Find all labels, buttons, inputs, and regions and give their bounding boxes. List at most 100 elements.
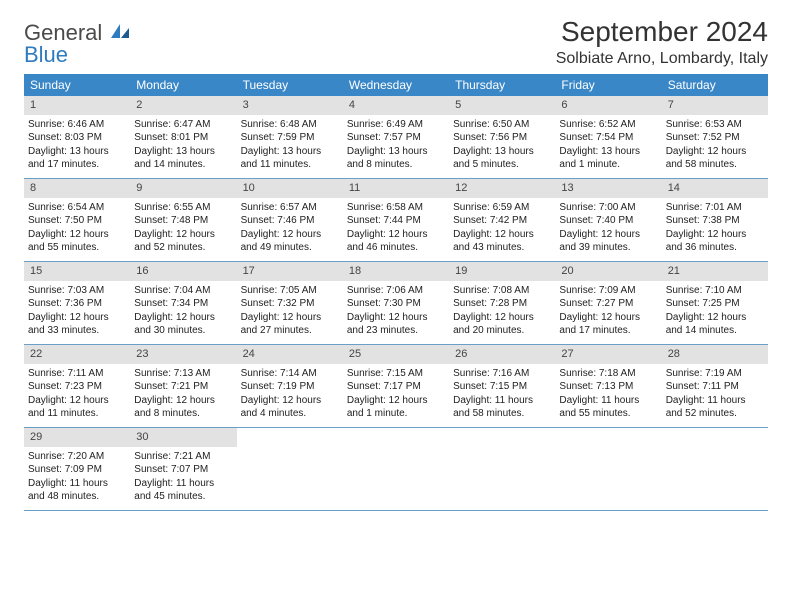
- day-cell: 30 Sunrise: 7:21 AMSunset: 7:07 PMDayligh…: [130, 428, 236, 510]
- weekday-header: Wednesday: [343, 74, 449, 96]
- day-cell: 20Sunrise: 7:09 AMSunset: 7:27 PMDayligh…: [555, 262, 661, 344]
- day-cell: 24 Sunrise: 7:14 AMSunset: 7:19 PMDayligh…: [237, 345, 343, 427]
- day-cell: 22 Sunrise: 7:11 AMSunset: 7:23 PMDayligh…: [24, 345, 130, 427]
- day-details: Sunrise: 7:00 AMSunset: 7:40 PMDaylight:…: [559, 201, 657, 255]
- day-cell: 3 Sunrise: 6:48 AMSunset: 7:59 PMDaylight…: [237, 96, 343, 178]
- day-number: 16: [130, 262, 236, 281]
- weeks-container: 1 Sunrise: 6:46 AMSunset: 8:03 PMDaylight…: [24, 96, 768, 511]
- weekday-header: Monday: [130, 74, 236, 96]
- calendar-page: General Blue September 2024 Solbiate Arn…: [0, 0, 792, 612]
- day-number: 10: [237, 179, 343, 198]
- day-details: Sunrise: 7:11 AMSunset: 7:23 PMDaylight:…: [28, 367, 126, 421]
- day-details: Sunrise: 6:55 AMSunset: 7:48 PMDaylight:…: [134, 201, 232, 255]
- day-details: Sunrise: 6:59 AMSunset: 7:42 PMDaylight:…: [453, 201, 551, 255]
- brand-logo: General Blue: [24, 22, 131, 65]
- day-cell: 26Sunrise: 7:16 AMSunset: 7:15 PMDayligh…: [449, 345, 555, 427]
- day-details: Sunrise: 7:21 AMSunset: 7:07 PMDaylight:…: [134, 450, 232, 504]
- day-cell: [237, 428, 343, 510]
- day-cell: 28 Sunrise: 7:19 AMSunset: 7:11 PMDayligh…: [662, 345, 768, 427]
- day-cell: 29Sunrise: 7:20 AMSunset: 7:09 PMDayligh…: [24, 428, 130, 510]
- weekday-header: Saturday: [662, 74, 768, 96]
- day-details: Sunrise: 7:01 AMSunset: 7:38 PMDaylight:…: [666, 201, 764, 255]
- day-cell: 17 Sunrise: 7:05 AMSunset: 7:32 PMDayligh…: [237, 262, 343, 344]
- day-details: Sunrise: 6:49 AMSunset: 7:57 PMDaylight:…: [347, 118, 445, 172]
- day-cell: [662, 428, 768, 510]
- day-number: 2: [130, 96, 236, 115]
- day-number: 23: [130, 345, 236, 364]
- day-details: Sunrise: 6:46 AMSunset: 8:03 PMDaylight:…: [28, 118, 126, 172]
- day-cell: [449, 428, 555, 510]
- brand-blue: Blue: [24, 45, 131, 65]
- location: Solbiate Arno, Lombardy, Italy: [556, 50, 768, 68]
- day-number: 6: [555, 96, 661, 115]
- day-details: Sunrise: 6:48 AMSunset: 7:59 PMDaylight:…: [241, 118, 339, 172]
- day-cell: 5 Sunrise: 6:50 AMSunset: 7:56 PMDaylight…: [449, 96, 555, 178]
- day-number: 30: [130, 428, 236, 447]
- week-row: 8Sunrise: 6:54 AMSunset: 7:50 PMDaylight…: [24, 179, 768, 262]
- day-cell: 16 Sunrise: 7:04 AMSunset: 7:34 PMDayligh…: [130, 262, 236, 344]
- day-cell: 10 Sunrise: 6:57 AMSunset: 7:46 PMDayligh…: [237, 179, 343, 261]
- day-number: 17: [237, 262, 343, 281]
- day-details: Sunrise: 7:15 AMSunset: 7:17 PMDaylight:…: [347, 367, 445, 421]
- day-number: 1: [24, 96, 130, 115]
- weekday-header: Thursday: [449, 74, 555, 96]
- sail-icon: [109, 22, 131, 45]
- day-cell: 12 Sunrise: 6:59 AMSunset: 7:42 PMDayligh…: [449, 179, 555, 261]
- day-number: 3: [237, 96, 343, 115]
- day-number: 12: [449, 179, 555, 198]
- day-details: Sunrise: 6:53 AMSunset: 7:52 PMDaylight:…: [666, 118, 764, 172]
- day-number: 20: [555, 262, 661, 281]
- day-details: Sunrise: 6:50 AMSunset: 7:56 PMDaylight:…: [453, 118, 551, 172]
- day-details: Sunrise: 6:58 AMSunset: 7:44 PMDaylight:…: [347, 201, 445, 255]
- day-cell: 8Sunrise: 6:54 AMSunset: 7:50 PMDaylight…: [24, 179, 130, 261]
- day-details: Sunrise: 7:10 AMSunset: 7:25 PMDaylight:…: [666, 284, 764, 338]
- weekday-header: Sunday: [24, 74, 130, 96]
- day-number: 28: [662, 345, 768, 364]
- day-details: Sunrise: 7:04 AMSunset: 7:34 PMDaylight:…: [134, 284, 232, 338]
- day-cell: [343, 428, 449, 510]
- day-cell: 21Sunrise: 7:10 AMSunset: 7:25 PMDayligh…: [662, 262, 768, 344]
- weekday-header: Friday: [555, 74, 661, 96]
- day-number: 19: [449, 262, 555, 281]
- day-cell: 19 Sunrise: 7:08 AMSunset: 7:28 PMDayligh…: [449, 262, 555, 344]
- day-cell: 14 Sunrise: 7:01 AMSunset: 7:38 PMDayligh…: [662, 179, 768, 261]
- day-details: Sunrise: 6:52 AMSunset: 7:54 PMDaylight:…: [559, 118, 657, 172]
- day-number: 18: [343, 262, 449, 281]
- day-details: Sunrise: 7:19 AMSunset: 7:11 PMDaylight:…: [666, 367, 764, 421]
- day-cell: 13Sunrise: 7:00 AMSunset: 7:40 PMDayligh…: [555, 179, 661, 261]
- day-cell: 25 Sunrise: 7:15 AMSunset: 7:17 PMDayligh…: [343, 345, 449, 427]
- day-number: 11: [343, 179, 449, 198]
- day-cell: [555, 428, 661, 510]
- week-row: 15 Sunrise: 7:03 AMSunset: 7:36 PMDayligh…: [24, 262, 768, 345]
- day-details: Sunrise: 6:57 AMSunset: 7:46 PMDaylight:…: [241, 201, 339, 255]
- weekday-header-row: Sunday Monday Tuesday Wednesday Thursday…: [24, 74, 768, 96]
- day-cell: 23 Sunrise: 7:13 AMSunset: 7:21 PMDayligh…: [130, 345, 236, 427]
- day-number: 9: [130, 179, 236, 198]
- day-cell: 7 Sunrise: 6:53 AMSunset: 7:52 PMDaylight…: [662, 96, 768, 178]
- day-number: 14: [662, 179, 768, 198]
- day-details: Sunrise: 6:47 AMSunset: 8:01 PMDaylight:…: [134, 118, 232, 172]
- day-cell: 4 Sunrise: 6:49 AMSunset: 7:57 PMDaylight…: [343, 96, 449, 178]
- day-details: Sunrise: 7:18 AMSunset: 7:13 PMDaylight:…: [559, 367, 657, 421]
- header: General Blue September 2024 Solbiate Arn…: [24, 16, 768, 68]
- day-cell: 11 Sunrise: 6:58 AMSunset: 7:44 PMDayligh…: [343, 179, 449, 261]
- day-number: 7: [662, 96, 768, 115]
- day-details: Sunrise: 7:06 AMSunset: 7:30 PMDaylight:…: [347, 284, 445, 338]
- week-row: 29Sunrise: 7:20 AMSunset: 7:09 PMDayligh…: [24, 428, 768, 511]
- day-number: 24: [237, 345, 343, 364]
- day-number: 4: [343, 96, 449, 115]
- day-number: 8: [24, 179, 130, 198]
- day-cell: 27Sunrise: 7:18 AMSunset: 7:13 PMDayligh…: [555, 345, 661, 427]
- day-number: 22: [24, 345, 130, 364]
- day-number: 15: [24, 262, 130, 281]
- day-details: Sunrise: 7:14 AMSunset: 7:19 PMDaylight:…: [241, 367, 339, 421]
- day-number: 5: [449, 96, 555, 115]
- day-details: Sunrise: 7:03 AMSunset: 7:36 PMDaylight:…: [28, 284, 126, 338]
- day-details: Sunrise: 7:05 AMSunset: 7:32 PMDaylight:…: [241, 284, 339, 338]
- day-details: Sunrise: 7:08 AMSunset: 7:28 PMDaylight:…: [453, 284, 551, 338]
- day-details: Sunrise: 7:13 AMSunset: 7:21 PMDaylight:…: [134, 367, 232, 421]
- day-number: 25: [343, 345, 449, 364]
- title-block: September 2024 Solbiate Arno, Lombardy, …: [556, 16, 768, 68]
- day-cell: 15 Sunrise: 7:03 AMSunset: 7:36 PMDayligh…: [24, 262, 130, 344]
- calendar-grid: Sunday Monday Tuesday Wednesday Thursday…: [24, 74, 768, 511]
